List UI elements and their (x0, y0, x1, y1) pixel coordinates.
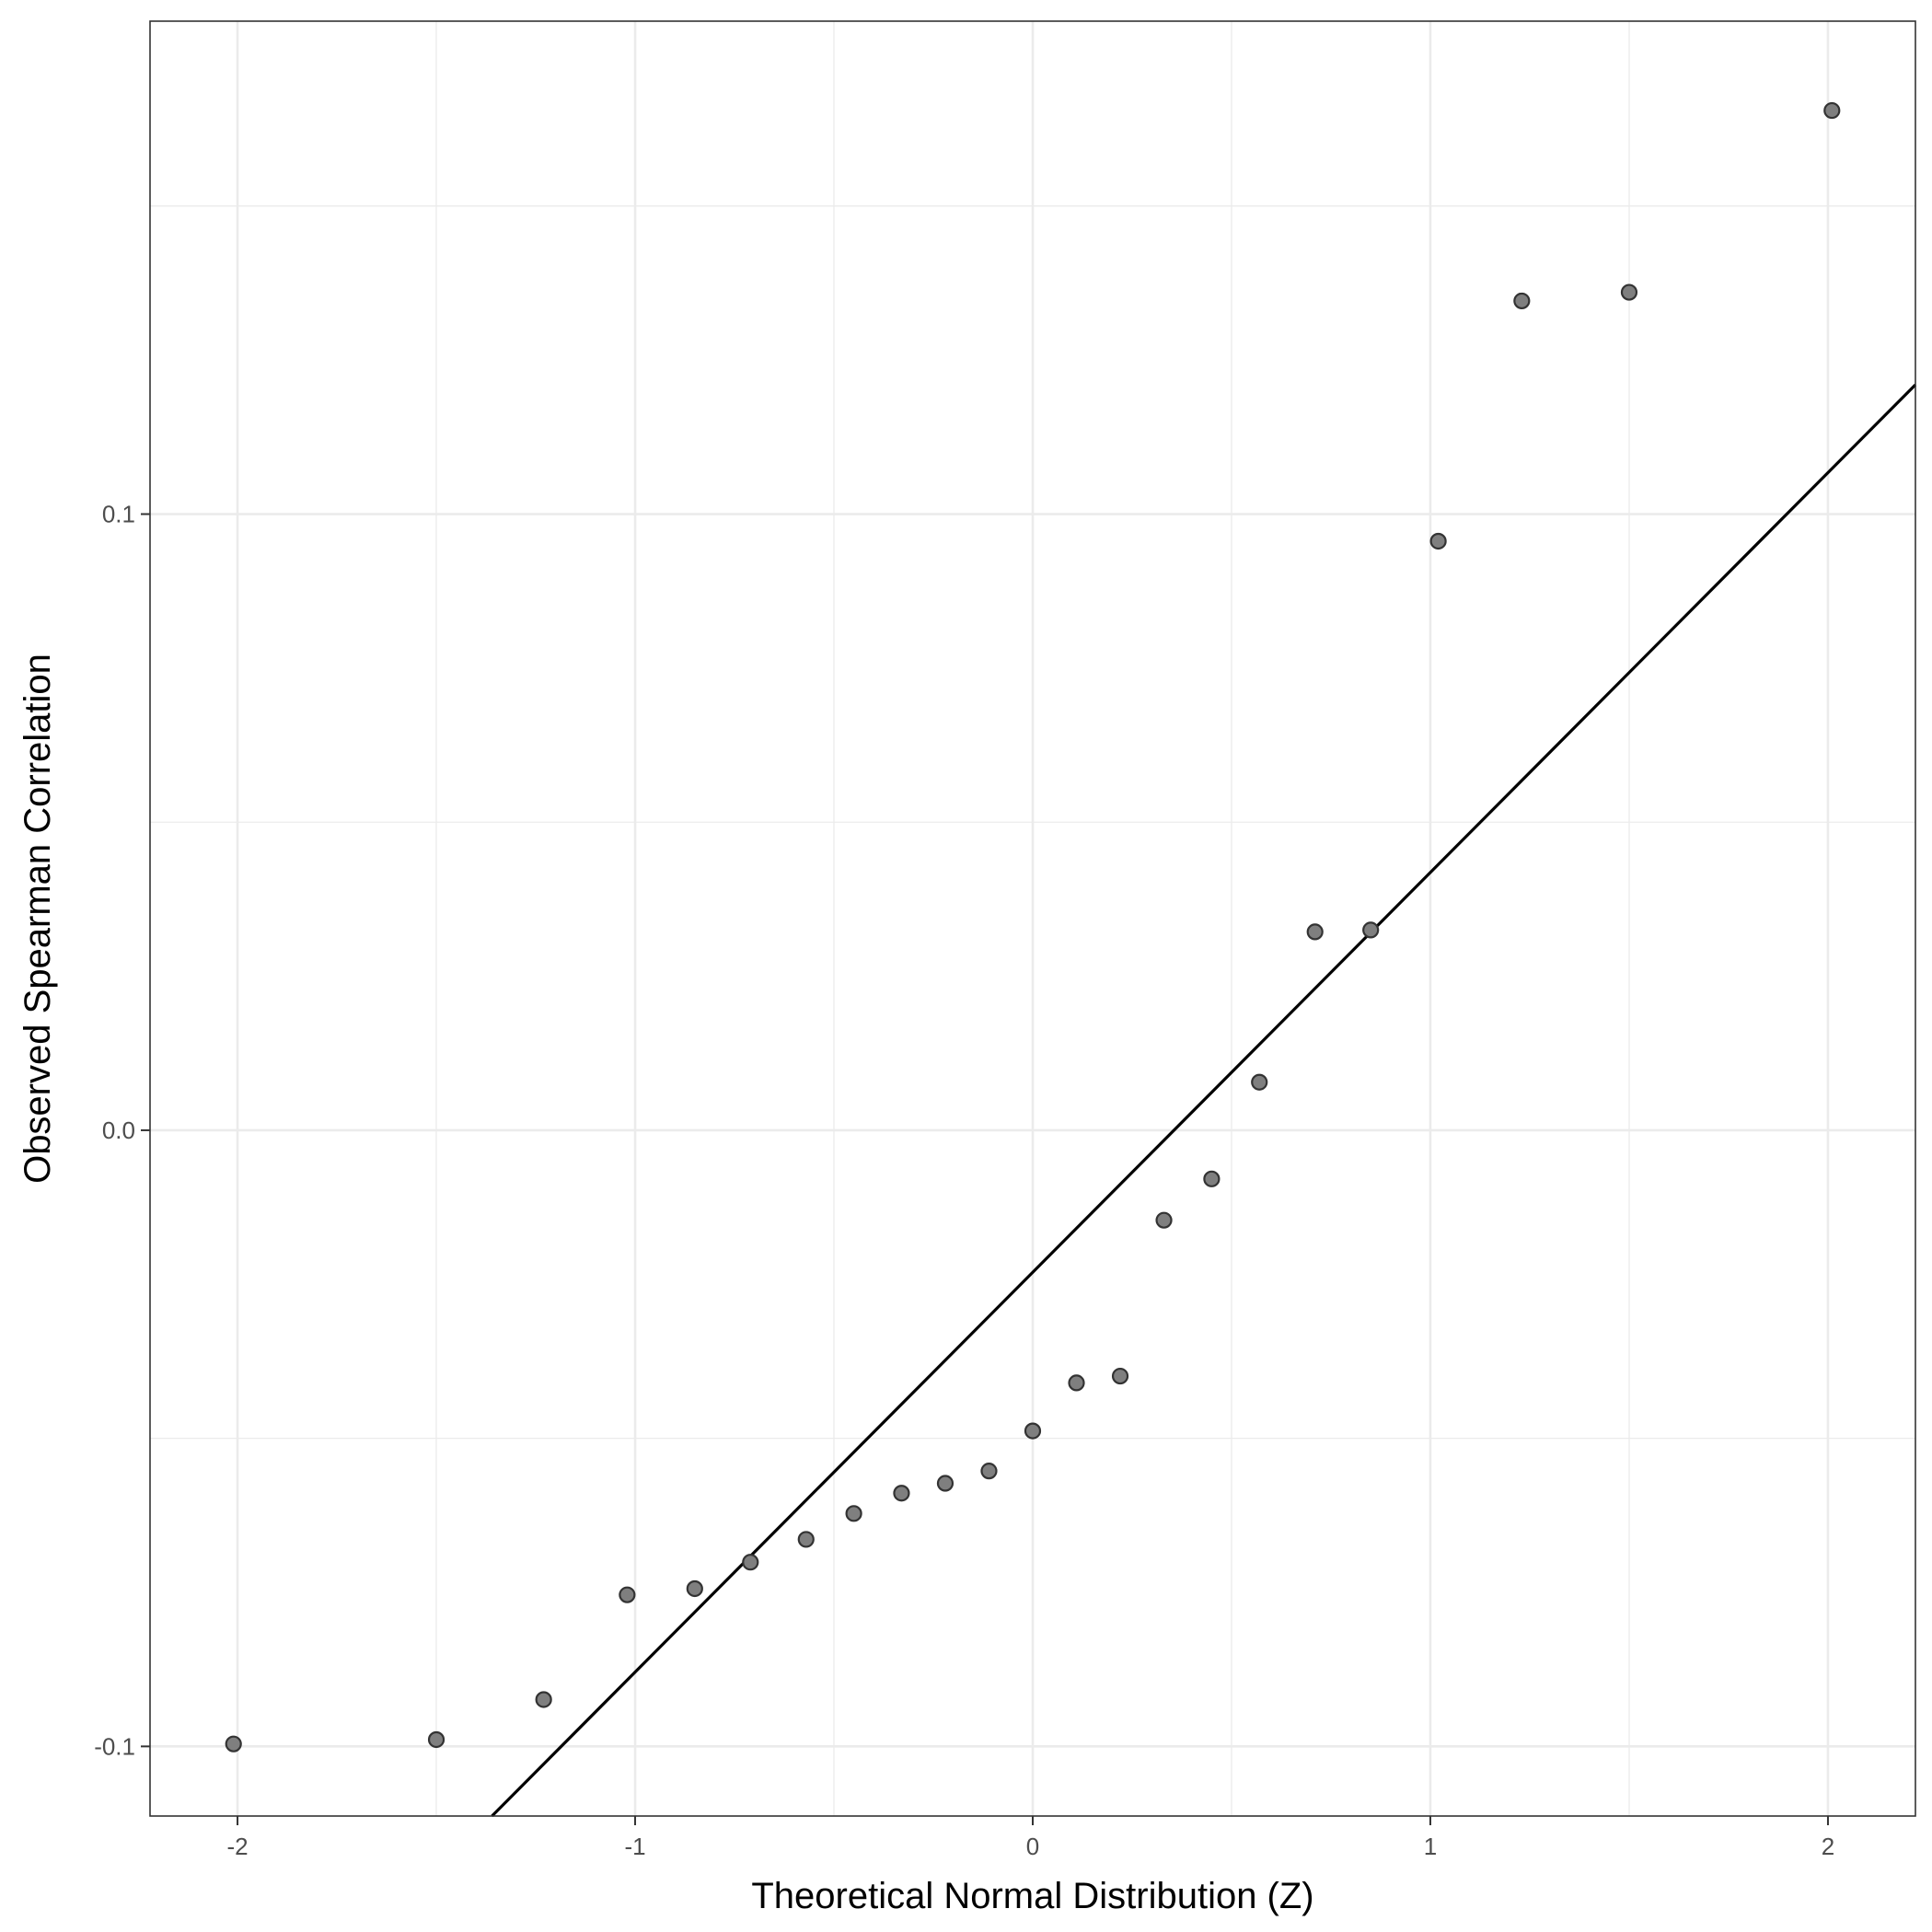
x-tick-label: 2 (1822, 1833, 1834, 1860)
data-point (980, 1463, 998, 1480)
y-tick-label: -0.1 (94, 1732, 135, 1760)
data-points (225, 101, 1841, 1753)
major-gridlines (150, 21, 1915, 1816)
data-point (1513, 292, 1531, 310)
data-point (1429, 532, 1447, 550)
y-tick-label: 0.0 (102, 1116, 135, 1144)
x-tick-label: 0 (1026, 1833, 1039, 1860)
data-point (936, 1475, 954, 1492)
reference-line-layer (491, 383, 1917, 1818)
data-point (1251, 1073, 1268, 1091)
data-point (742, 1554, 759, 1571)
data-point (686, 1579, 703, 1598)
data-point (1111, 1367, 1129, 1385)
data-point (619, 1586, 636, 1603)
data-point (797, 1531, 815, 1548)
data-point (1203, 1170, 1221, 1187)
y-axis-ticks: -0.1 0.0 0.1 (94, 501, 150, 1760)
x-tick-label: -2 (226, 1833, 248, 1860)
data-point (1306, 923, 1324, 941)
data-point (1068, 1374, 1085, 1392)
y-axis-title: Observed Spearman Correlation (17, 654, 58, 1184)
data-point (845, 1505, 862, 1522)
y-tick-label: 0.1 (102, 501, 135, 528)
data-point (893, 1485, 910, 1502)
data-point (1823, 101, 1841, 120)
data-point (1620, 283, 1638, 301)
x-axis-ticks: -2 -1 0 1 2 (226, 1816, 1834, 1860)
data-point (1024, 1422, 1042, 1440)
x-axis-title: Theoretical Normal Distribution (Z) (751, 1876, 1313, 1916)
data-point (1362, 921, 1380, 939)
x-tick-label: 1 (1424, 1833, 1437, 1860)
data-point (225, 1735, 242, 1753)
data-point (535, 1691, 552, 1708)
data-point (1155, 1211, 1173, 1229)
data-point (427, 1730, 445, 1749)
x-tick-label: -1 (624, 1833, 645, 1860)
reference-line (491, 383, 1917, 1818)
